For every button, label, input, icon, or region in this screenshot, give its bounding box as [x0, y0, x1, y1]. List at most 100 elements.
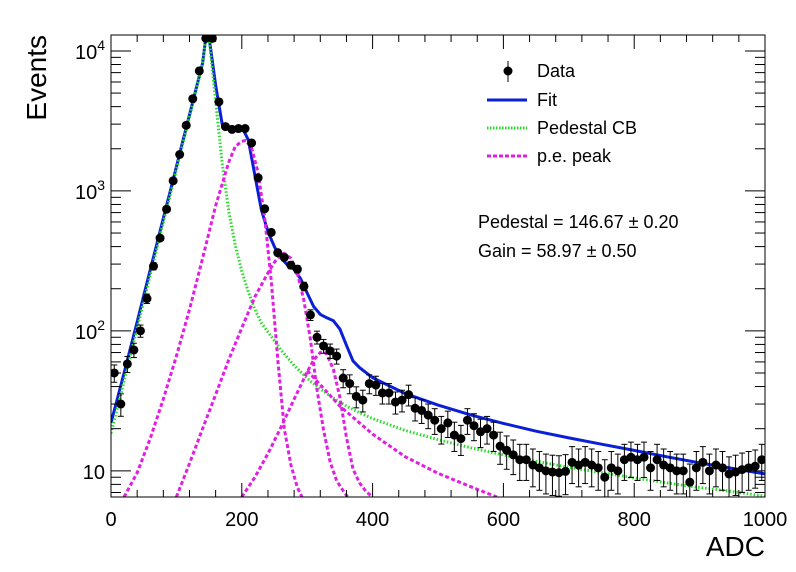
- y-tick-label: 103: [75, 177, 105, 204]
- data-point: [371, 375, 381, 396]
- data-point: [534, 451, 544, 491]
- legend-label-fit: Fit: [537, 90, 557, 110]
- data-point: [312, 330, 322, 345]
- data-point: [116, 393, 126, 417]
- data-point: [345, 374, 355, 395]
- y-axis-title: Events: [21, 35, 52, 121]
- data-points-layer: [111, 35, 765, 497]
- data-point: [691, 451, 701, 491]
- data-point: [227, 124, 237, 134]
- x-tick-label: 200: [225, 509, 258, 531]
- data-point: [384, 383, 394, 405]
- data-point: [462, 408, 472, 435]
- data-point: [247, 138, 257, 148]
- annotation-pedestal: Pedestal = 146.67 ± 0.20: [478, 212, 679, 232]
- data-point: [502, 435, 512, 470]
- legend-label-data: Data: [537, 61, 576, 81]
- data-point: [613, 453, 623, 495]
- data-point: [587, 448, 597, 488]
- data-point: [717, 451, 727, 491]
- data-point: [201, 35, 211, 43]
- data-point: [358, 389, 368, 413]
- series-line-p-e-peak-3: [240, 350, 374, 497]
- data-point: [351, 386, 361, 409]
- data-point: [757, 443, 765, 481]
- data-point: [253, 173, 263, 183]
- data-point: [436, 415, 446, 445]
- data-point: [168, 176, 178, 186]
- data-point: [325, 343, 335, 359]
- data-point: [175, 150, 185, 160]
- series-line-p-e-tail: [306, 369, 498, 497]
- y-tick-label: 102: [75, 317, 105, 344]
- data-point: [561, 454, 571, 496]
- data-point: [476, 418, 486, 449]
- data-point: [149, 261, 159, 271]
- data-point: [554, 455, 564, 497]
- data-point: [430, 408, 440, 435]
- x-tick-label: 600: [487, 509, 520, 531]
- data-point: [417, 399, 427, 424]
- data-point: [443, 410, 453, 438]
- data-point: [135, 324, 145, 338]
- annotation-gain: Gain = 58.97 ± 0.50: [478, 241, 637, 261]
- data-point: [305, 309, 315, 321]
- data-point: [377, 383, 387, 405]
- x-tick-label: 0: [105, 509, 116, 531]
- data-point: [299, 281, 309, 292]
- data-point: [593, 451, 603, 491]
- data-point: [155, 233, 165, 243]
- data-point: [338, 369, 348, 389]
- data-point: [737, 452, 747, 493]
- data-point: [652, 443, 662, 481]
- data-point: [234, 124, 244, 134]
- data-point: [704, 453, 714, 495]
- data-point: [547, 454, 557, 496]
- data-point: [273, 248, 283, 258]
- data-point: [240, 124, 250, 134]
- data-point: [286, 260, 296, 270]
- tick-labels-layer: 0 200 400 600 800 1000 10 102 103 104: [75, 37, 787, 531]
- data-point: [515, 443, 525, 481]
- data-point: [404, 384, 414, 407]
- data-point: [508, 439, 518, 476]
- data-point: [456, 424, 466, 456]
- legend-marker-data: [503, 61, 513, 82]
- data-point: [410, 397, 420, 422]
- data-point: [266, 227, 276, 237]
- data-point: [162, 204, 172, 214]
- data-point: [214, 97, 224, 107]
- data-point: [495, 431, 505, 465]
- y-tick-label: 104: [75, 37, 105, 64]
- x-tick-label: 1000: [743, 509, 788, 531]
- data-point: [750, 449, 760, 489]
- axis-ticks-layer: [110, 35, 766, 497]
- data-point: [639, 441, 649, 478]
- legend-label-pe-peak: p.e. peak: [537, 146, 612, 166]
- x-tick-label: 400: [356, 509, 389, 531]
- data-point: [423, 403, 433, 430]
- data-point: [482, 415, 492, 445]
- data-point: [364, 374, 374, 395]
- data-point: [397, 389, 407, 413]
- legend-label-pedestal: Pedestal CB: [537, 118, 637, 138]
- data-point: [142, 293, 152, 304]
- data-point: [698, 446, 708, 485]
- data-point: [678, 453, 688, 495]
- legend: Data Fit Pedestal CB p.e. peak: [487, 61, 637, 166]
- y-tick-label: 10: [83, 462, 105, 484]
- plot-frame: [110, 34, 766, 498]
- x-axis-title: ADC: [706, 531, 765, 562]
- data-point: [122, 355, 132, 374]
- data-point: [194, 66, 204, 76]
- data-point: [646, 451, 656, 491]
- data-point: [188, 94, 198, 104]
- data-point: [207, 35, 217, 43]
- data-point: [319, 338, 329, 354]
- data-point: [181, 120, 191, 130]
- data-point: [260, 204, 270, 214]
- data-point: [279, 252, 289, 262]
- series-line-p-e-peak-1: [122, 139, 304, 497]
- data-point: [129, 342, 139, 359]
